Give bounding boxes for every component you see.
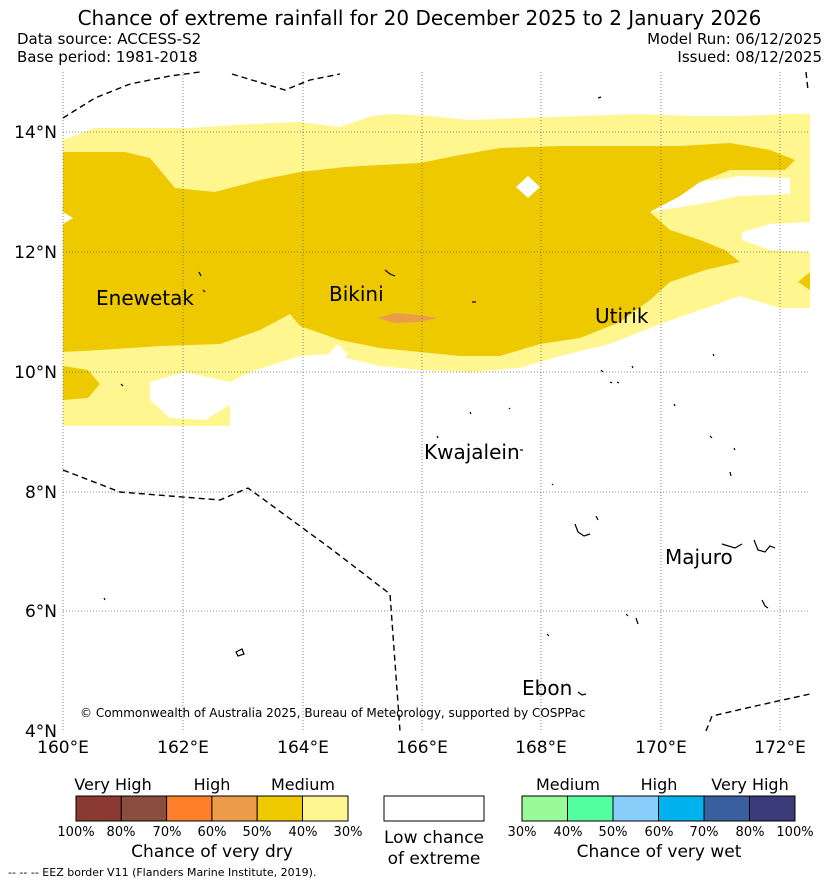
place-label-enewetak: Enewetak <box>96 286 194 310</box>
neutral-legend: Low chance of extreme <box>383 795 485 869</box>
wet-colorbar: Medium High Very High 30% 40% 50% 60% 70… <box>508 775 814 862</box>
wet-colorbar-swatch <box>749 795 796 822</box>
dry-colorbar-swatch <box>75 795 122 822</box>
wet-colorbar-tick: 60% <box>645 825 674 840</box>
dry-colorbar-swatch <box>211 795 258 822</box>
medium-dry-region-gold <box>63 143 795 356</box>
dry-colorbar: Very High High Medium 100% 80% 70% 60% 5… <box>57 775 362 862</box>
wet-colorbar-swatch <box>567 795 614 822</box>
neutral-legend-line2: of extreme <box>388 849 481 869</box>
lat-tick-label: 8°N <box>25 483 57 503</box>
place-label-bikini: Bikini <box>329 282 384 306</box>
wet-colorbar-tick: 40% <box>554 825 583 840</box>
wet-colorbar-swatch <box>521 795 568 822</box>
dry-colorbar-swatch <box>256 795 304 822</box>
lat-tick-label: 10°N <box>14 363 57 383</box>
dry-colorbar-swatch <box>120 795 168 822</box>
base-period: Base period: 1981-2018 <box>17 48 198 66</box>
model-run: Model Run: 06/12/2025 <box>647 30 822 48</box>
issued-date: Issued: 08/12/2025 <box>677 48 822 66</box>
low-chance-gap <box>516 176 540 198</box>
wet-colorbar-swatch <box>658 795 705 822</box>
dry-colorbar-tick: 100% <box>57 825 94 840</box>
dry-colorbar-swatch <box>302 795 349 822</box>
copyright-notice: © Commonwealth of Australia 2025, Bureau… <box>80 706 585 720</box>
dry-colorbar-header: High <box>194 775 231 794</box>
place-label-kwajalein: Kwajalein <box>424 440 520 464</box>
medium-dry-region-gold-edge <box>798 272 810 290</box>
lat-tick-label: 14°N <box>14 123 57 143</box>
dry-colorbar-title: Chance of very dry <box>131 842 293 862</box>
wet-colorbar-header: Very High <box>711 775 788 794</box>
lon-tick-label: 162°E <box>157 738 209 758</box>
wet-colorbar-tick: 100% <box>776 825 813 840</box>
lon-tick-label: 172°E <box>754 738 806 758</box>
wet-colorbar-swatch <box>703 795 750 822</box>
low-chance-gap <box>328 344 348 364</box>
medium-dry-region-gold-lobe <box>63 366 100 400</box>
place-label-ebon: Ebon <box>522 676 572 700</box>
probability-shading <box>63 114 810 426</box>
lon-tick-label: 160°E <box>37 738 89 758</box>
dry-colorbar-swatch <box>166 795 213 822</box>
wet-colorbar-tick: 50% <box>599 825 628 840</box>
wet-colorbar-header: High <box>641 775 678 794</box>
lon-tick-label: 170°E <box>635 738 687 758</box>
lat-tick-label: 6°N <box>25 602 57 622</box>
dry-colorbar-tick: 60% <box>198 825 227 840</box>
dry-colorbar-tick: 40% <box>289 825 318 840</box>
place-label-majuro: Majuro <box>665 545 733 569</box>
wet-colorbar-title: Chance of very wet <box>577 842 742 862</box>
high-dry-region <box>378 313 438 323</box>
wet-colorbar-tick: 30% <box>508 825 537 840</box>
dry-colorbar-header: Very High <box>74 775 151 794</box>
low-chance-gap <box>150 372 230 420</box>
data-source: Data source: ACCESS-S2 <box>17 30 202 48</box>
wet-colorbar-swatch <box>612 795 659 822</box>
neutral-legend-line1: Low chance <box>384 828 484 848</box>
dry-colorbar-tick: 80% <box>107 825 136 840</box>
eez-border <box>62 71 811 732</box>
dry-colorbar-tick: 70% <box>153 825 182 840</box>
island-outlines <box>103 96 776 696</box>
wet-colorbar-tick: 80% <box>736 825 765 840</box>
lat-tick-label: 4°N <box>25 722 57 742</box>
map-title: Chance of extreme rainfall for 20 Decemb… <box>77 6 762 30</box>
lat-tick-label: 12°N <box>14 243 57 263</box>
lon-tick-label: 168°E <box>515 738 567 758</box>
wet-colorbar-header: Medium <box>536 775 600 794</box>
eez-footnote: -- -- -- EEZ border V11 (Flanders Marine… <box>8 866 316 879</box>
wet-colorbar-tick: 70% <box>690 825 719 840</box>
low-chance-gap <box>63 212 73 224</box>
lon-tick-label: 164°E <box>277 738 329 758</box>
low-chance-gap <box>742 222 810 252</box>
dry-colorbar-tick: 30% <box>334 825 363 840</box>
dry-colorbar-tick: 50% <box>243 825 272 840</box>
place-label-utirik: Utirik <box>595 304 649 328</box>
low-chance-gap <box>650 176 790 212</box>
dry-colorbar-header: Medium <box>271 775 335 794</box>
gridlines <box>62 72 810 731</box>
neutral-legend-swatch <box>383 795 485 822</box>
lon-tick-label: 166°E <box>396 738 448 758</box>
